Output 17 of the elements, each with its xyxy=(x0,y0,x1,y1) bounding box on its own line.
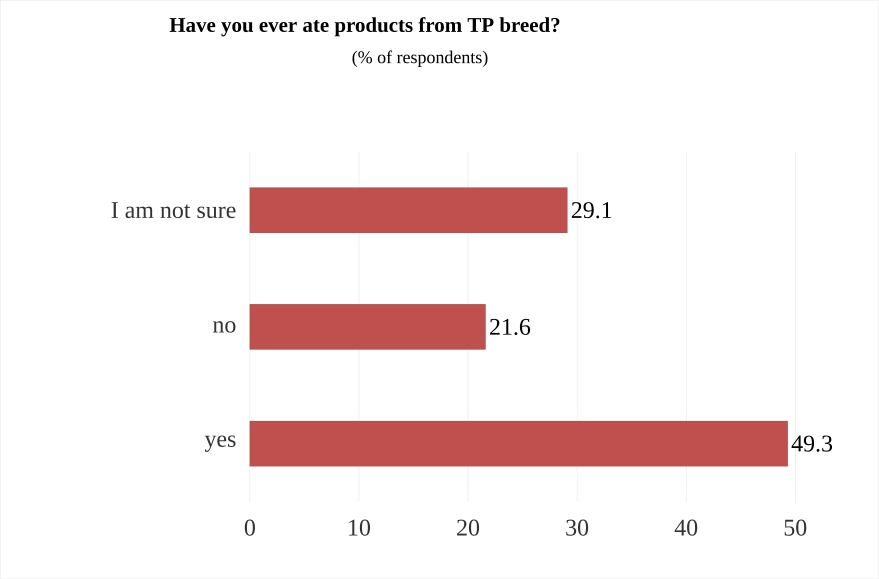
y-tick-label: no xyxy=(212,321,236,333)
x-tick-label: 0 xyxy=(244,520,255,536)
x-tick-label: 10 xyxy=(349,520,370,536)
x-tick-label: 40 xyxy=(674,520,698,536)
data-label: 29.1 xyxy=(572,202,612,218)
data-label: 21.6 xyxy=(490,318,530,336)
bar xyxy=(250,188,568,233)
x-tick-label: 50 xyxy=(784,520,806,536)
chart-subtitle: (% of respondents) xyxy=(352,50,488,68)
bar xyxy=(250,421,788,466)
x-tick-label: 30 xyxy=(566,520,588,536)
y-tick-label: yes xyxy=(204,436,236,452)
y-tick-label: I am not sure xyxy=(112,202,236,218)
x-tick-label: 20 xyxy=(457,520,480,536)
chart-title: Have you ever ate products from TP breed? xyxy=(170,17,560,36)
bar xyxy=(250,304,486,350)
data-label: 49.3 xyxy=(792,436,832,452)
